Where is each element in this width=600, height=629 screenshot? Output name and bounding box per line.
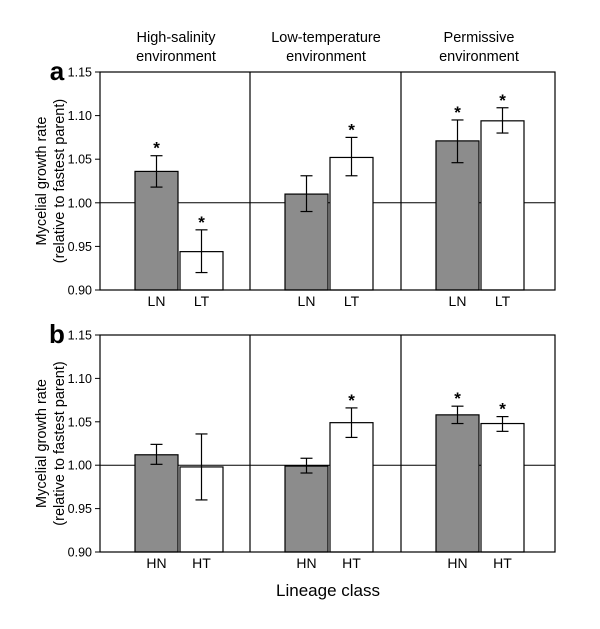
x-tick-label: HN	[146, 555, 166, 571]
y-tick-label: 0.90	[68, 546, 92, 560]
y-tick-label: 1.00	[68, 196, 92, 210]
x-tick-label: HT	[192, 555, 211, 571]
y-axis-label-line1: Mycelial growth rate	[34, 117, 50, 246]
y-tick-label: 1.00	[68, 459, 92, 473]
x-tick-label: LN	[449, 293, 467, 309]
significance-star: *	[499, 400, 506, 419]
significance-star: *	[153, 139, 160, 158]
y-axis-label-line1: Mycelial growth rate	[34, 379, 50, 508]
x-tick-label: HN	[447, 555, 467, 571]
y-tick-label: 1.10	[68, 372, 92, 386]
panel-a: 0.90 0.95 1.00 1.05 1.10 1.15 * LN * LT LN * LT * LN * L…	[34, 56, 556, 309]
environment-header-2-line1: Permissive	[444, 30, 515, 46]
y-tick-label: 1.15	[68, 329, 92, 343]
significance-star: *	[499, 91, 506, 110]
y-tick-label: 0.95	[68, 502, 92, 516]
x-tick-label: HT	[493, 555, 512, 571]
y-axis-label-line2: (relative to fastest parent)	[52, 361, 68, 525]
bar-a-1-LT	[329, 156, 374, 291]
environment-header-0-line1: High-salinity	[137, 30, 217, 46]
bar-b-1-HT	[329, 422, 374, 553]
significance-star: *	[454, 389, 461, 408]
significance-star: *	[198, 213, 205, 232]
bar-b-2-HT	[480, 422, 525, 553]
x-tick-label: LT	[495, 293, 511, 309]
bar-b-0-HN	[134, 454, 179, 553]
y-tick-label: 1.05	[68, 153, 92, 167]
x-tick-label: LT	[344, 293, 360, 309]
environment-header-0-line2: environment	[136, 49, 216, 65]
bar-a-2-LT	[480, 120, 525, 291]
y-tick-label: 1.05	[68, 415, 92, 429]
x-tick-label: LN	[148, 293, 166, 309]
panel-b: 0.90 0.95 1.00 1.05 1.10 1.15 HN HT HN * HT * HN * HT b…	[34, 319, 556, 571]
x-tick-label: HN	[296, 555, 316, 571]
y-tick-label: 0.90	[68, 284, 92, 298]
bar-a-2-LN	[435, 140, 480, 291]
significance-star: *	[348, 391, 355, 410]
panel-letter: a	[50, 56, 65, 86]
y-tick-label: 1.15	[68, 66, 92, 80]
y-tick-label: 0.95	[68, 240, 92, 254]
environment-header-1-line2: environment	[286, 49, 366, 65]
bar-a-0-LN	[134, 170, 179, 291]
plot-frame	[99, 334, 556, 553]
environment-header-2-line2: environment	[439, 49, 519, 65]
x-tick-label: LT	[194, 293, 210, 309]
environment-header-1-line1: Low-temperature	[271, 30, 381, 46]
x-axis-label: Lineage class	[276, 581, 380, 600]
significance-star: *	[454, 103, 461, 122]
x-tick-label: HT	[342, 555, 361, 571]
bar-b-2-HN	[435, 414, 480, 553]
panel-letter: b	[49, 319, 65, 349]
plot-frame	[99, 71, 556, 291]
bar-b-1-HN	[284, 465, 329, 553]
significance-star: *	[348, 120, 355, 139]
y-axis-label-line2: (relative to fastest parent)	[52, 99, 68, 263]
y-tick-label: 1.10	[68, 109, 92, 123]
x-tick-label: LN	[298, 293, 316, 309]
